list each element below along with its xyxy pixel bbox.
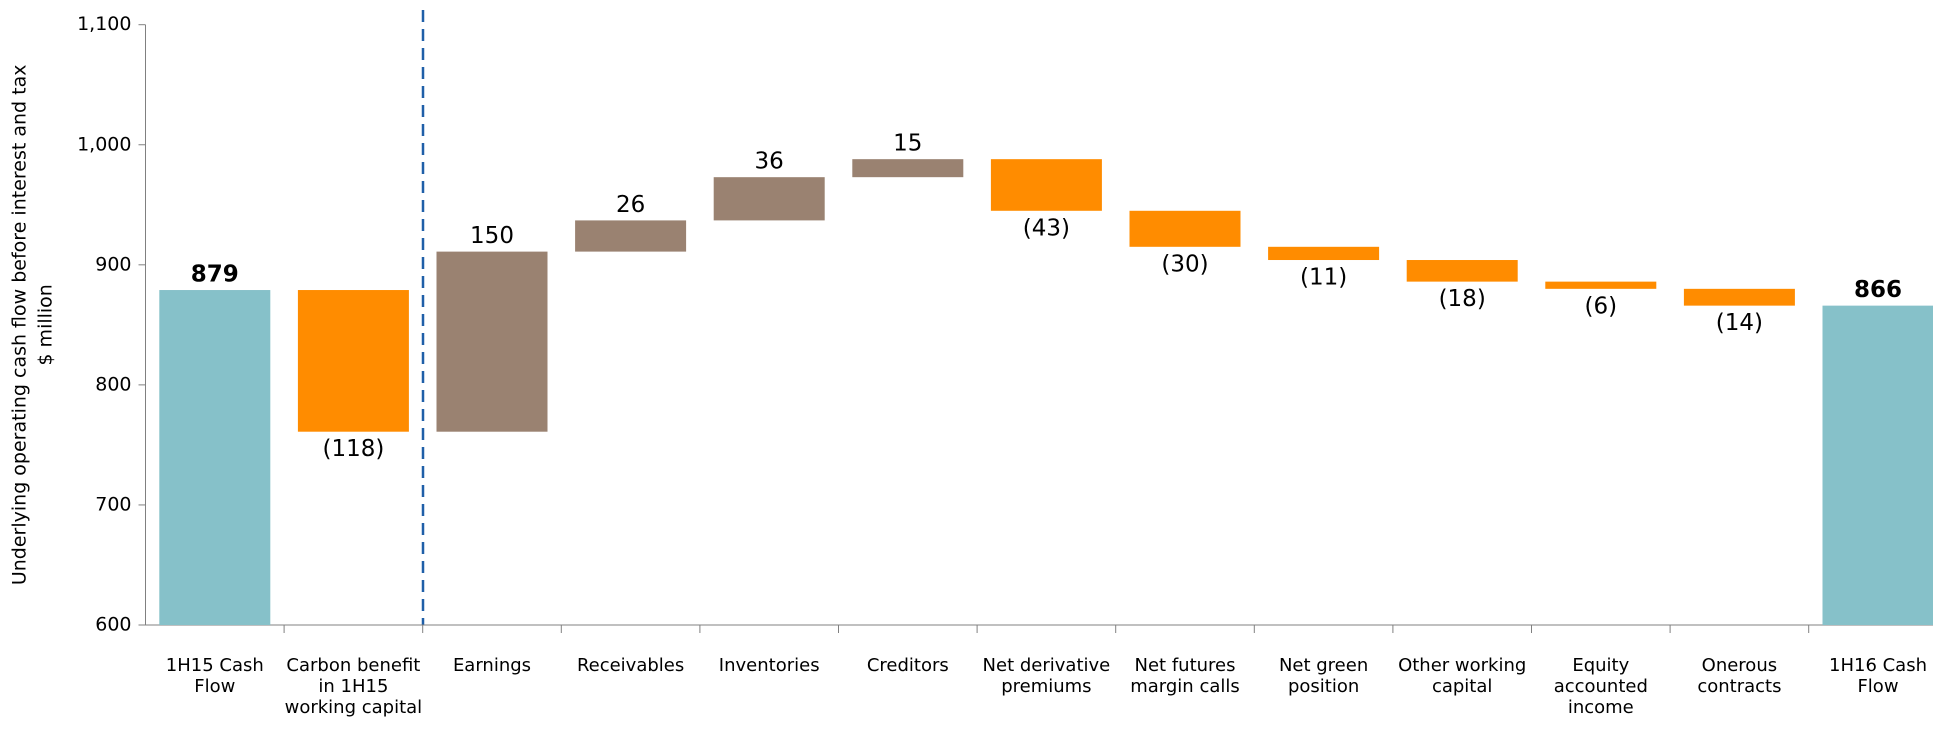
bar [1822, 305, 1933, 625]
value-label: 36 [755, 149, 784, 175]
value-label: 150 [470, 223, 514, 249]
x-tick-label: 1H16 Cash Flow [1829, 655, 1927, 697]
value-label: (18) [1439, 286, 1486, 312]
x-tick-label: 1H15 Cash Flow [165, 655, 264, 697]
x-tick-label: Creditors [866, 655, 949, 676]
value-label: (30) [1161, 251, 1208, 277]
y-axis-label: Underlying operating cash flow before in… [9, 65, 31, 586]
value-label: (14) [1716, 310, 1763, 336]
bar [852, 159, 964, 178]
value-label: 26 [616, 192, 645, 218]
bar [1129, 210, 1241, 247]
y-tick-label: 800 [95, 373, 131, 395]
bar [1683, 288, 1795, 306]
x-tick-label: Onerous contracts [1697, 655, 1782, 697]
value-label: (118) [322, 436, 384, 462]
x-tick-label: Earnings [452, 655, 532, 676]
y-tick-label: 600 [95, 614, 131, 636]
x-tick-label: Other working capital [1398, 655, 1527, 697]
y-axis-label: $ million [35, 284, 57, 365]
value-label: 15 [893, 131, 922, 157]
y-tick-label: 700 [95, 493, 131, 515]
x-tick-label: Equity accounted income [1553, 655, 1648, 718]
bar [297, 290, 409, 432]
bar [1406, 260, 1518, 282]
bar [1268, 246, 1380, 261]
bar [713, 177, 825, 221]
x-tick-label: Net futures margin calls [1130, 655, 1240, 697]
y-tick-label: 1,000 [77, 133, 131, 155]
bar [575, 220, 687, 252]
y-tick-label: 1,100 [77, 13, 131, 35]
value-label: 879 [191, 262, 239, 288]
x-tick-label: Net green position [1278, 655, 1369, 697]
value-label: (43) [1023, 215, 1070, 241]
value-label: (11) [1300, 265, 1347, 291]
bar [1545, 281, 1657, 289]
bar [990, 159, 1102, 211]
y-tick-label: 900 [95, 253, 131, 275]
bar [436, 251, 548, 432]
x-tick-label: Inventories [718, 655, 820, 676]
value-label: 866 [1854, 277, 1902, 303]
value-label: (6) [1585, 293, 1618, 319]
x-tick-label: Net derivative premiums [982, 655, 1111, 697]
bar [159, 290, 271, 625]
x-tick-label: Receivables [576, 655, 685, 676]
x-tick-label: Carbon benefit in 1H15 working capital [284, 655, 423, 718]
